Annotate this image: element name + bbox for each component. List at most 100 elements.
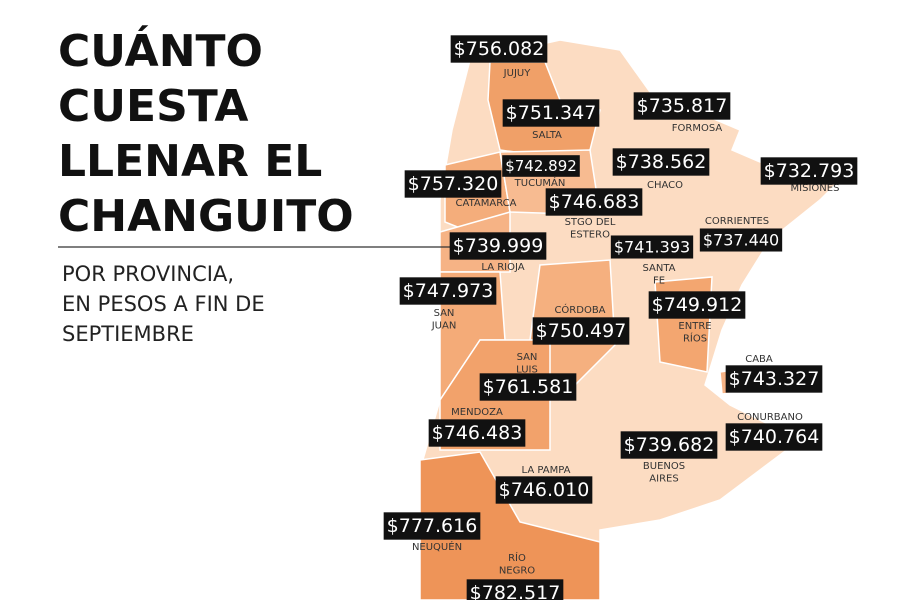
map [419,39,862,600]
province-label: CONURBANO $740.764 [725,412,823,451]
province-name: AIRES [649,474,678,485]
price: $756.082 [454,38,545,60]
region [419,451,601,600]
province-label: MENDOZA $746.483 [428,407,526,447]
price: $742.892 [505,157,577,175]
price-box [502,155,580,177]
price-box [479,373,577,401]
price: $740.764 [729,426,820,448]
price-box [399,277,497,305]
province-name: CONURBANO [737,412,803,423]
price: $739.999 [453,235,544,257]
price: $777.616 [387,515,478,537]
price-box [532,317,630,345]
price: $739.682 [624,434,715,456]
price: $747.973 [403,280,494,302]
price-box [450,35,548,63]
province-label: BUENOS AIRES $739.682 [620,431,718,485]
province-label: CORRIENTES $737.440 [699,216,783,252]
province-label: CHACO $738.562 [612,148,710,191]
province-name: TUCUMÁN [514,176,566,189]
price-box [610,235,694,259]
province-name: SANTA [642,263,675,274]
province-name: BUENOS [643,461,685,472]
province-name: CÓRDOBA [554,303,605,316]
price: $757.320 [408,173,499,195]
price-box [495,476,593,504]
province-label: SAN LUIS$761.581 [479,352,577,401]
province-name: LUIS [516,365,538,376]
price: $761.581 [483,376,574,398]
province-label: CÓRDOBA $750.497 [532,303,630,345]
price: $750.497 [536,320,627,342]
province-label: SAN JUAN $747.973 [399,277,497,332]
province-name: LA RIOJA [481,262,524,273]
province-label: LA PAMPA $746.010 [495,465,593,504]
price-box [404,170,502,198]
province-name: SALTA [532,130,562,141]
labels: JUJUY $756.082 SALTA $751.347 FORMOSA $735.81… [383,35,858,600]
province-name: LA PAMPA [522,465,571,476]
province-label: LA RIOJA $739.999 [449,232,547,273]
province-name: CABA [745,354,773,365]
province-name: CATAMARCA [456,198,517,209]
price: $743.327 [729,368,820,390]
province-label: SANTA FE $741.393 [610,235,694,287]
province-label: TUCUMÁN$742.892 [502,155,580,189]
province-name: SAN [517,352,538,363]
province-name: ENTRE [678,321,711,332]
price: $737.440 [703,231,779,250]
title-line: LLENAR EL [58,136,322,187]
price-box [699,228,783,252]
price-box [545,188,643,216]
province-label: JUJUY $756.082 [450,35,548,79]
province-label: RÍO NEGRO $782.517 [466,551,564,600]
province-name: RÍO [508,551,526,564]
price: $735.817 [637,95,728,117]
price-box [620,431,718,459]
subtitle-line: SEPTIEMBRE [62,322,194,346]
province-label: NEUQUÉN $777.616 [383,512,481,553]
price-box [725,423,823,451]
province-label: MISIONES$732.793 [760,157,858,194]
province-name: STGO DEL [565,217,616,228]
price: $746.010 [499,479,590,501]
price-box [648,291,746,319]
province-name: MENDOZA [451,407,503,418]
province-name: MISIONES [791,183,840,194]
subtitle-line: EN PESOS A FIN DE [62,292,265,316]
subtitle-line: POR PROVINCIA, [62,262,234,286]
price-box [428,419,526,447]
price-box [760,157,858,185]
province-label: SALTA $751.347 [502,99,600,141]
province-label: CABA $743.327 [725,354,823,393]
price: $741.393 [614,238,690,257]
province-name: NEUQUÉN [412,540,462,553]
price-box [725,365,823,393]
price-box [449,232,547,260]
province-name: FORMOSA [672,123,723,134]
province-name: CORRIENTES [705,216,769,227]
province-name: SAN [434,308,455,319]
title-line: CUESTA [58,81,248,132]
province-name: JUJUY [503,68,532,79]
province-name: NEGRO [499,566,535,577]
price: $749.912 [652,294,743,316]
province-label: CATAMARCA $757.320 [404,170,517,209]
province-label: STGO DEL ESTERO $746.683 [545,188,643,241]
province-name: RÍOS [683,332,707,345]
price: $738.562 [616,151,707,173]
price: $746.683 [549,191,640,213]
title-line: CUÁNTO [58,24,263,77]
price: $782.517 [470,582,561,600]
price: $732.793 [764,160,855,182]
price-box [633,92,731,120]
price: $751.347 [506,102,597,124]
price-box [383,512,481,540]
province-name: ESTERO [570,230,610,241]
price-box [612,148,710,176]
price-box [502,99,600,127]
